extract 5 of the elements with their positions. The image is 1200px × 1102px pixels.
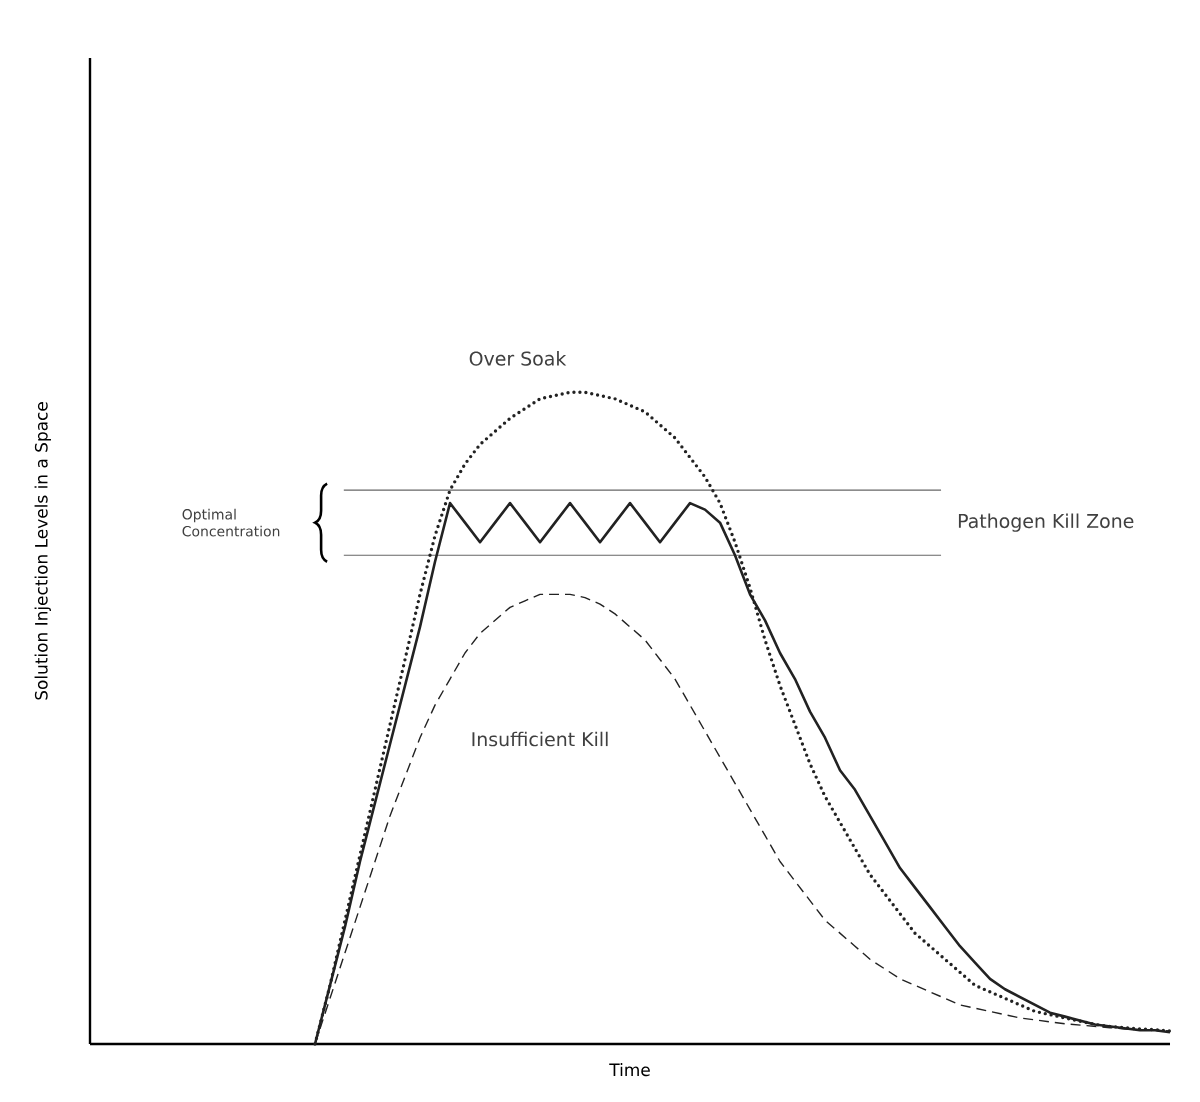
series-label: Over Soak (469, 351, 567, 366)
text: Insufficient Kill (472, 731, 608, 747)
x-axis-title: Time (609, 1063, 650, 1077)
y-axis-title: Solution Injection Levels in a Space (34, 402, 51, 700)
ref-line-label: Pathogen Kill Zone (958, 513, 1134, 532)
